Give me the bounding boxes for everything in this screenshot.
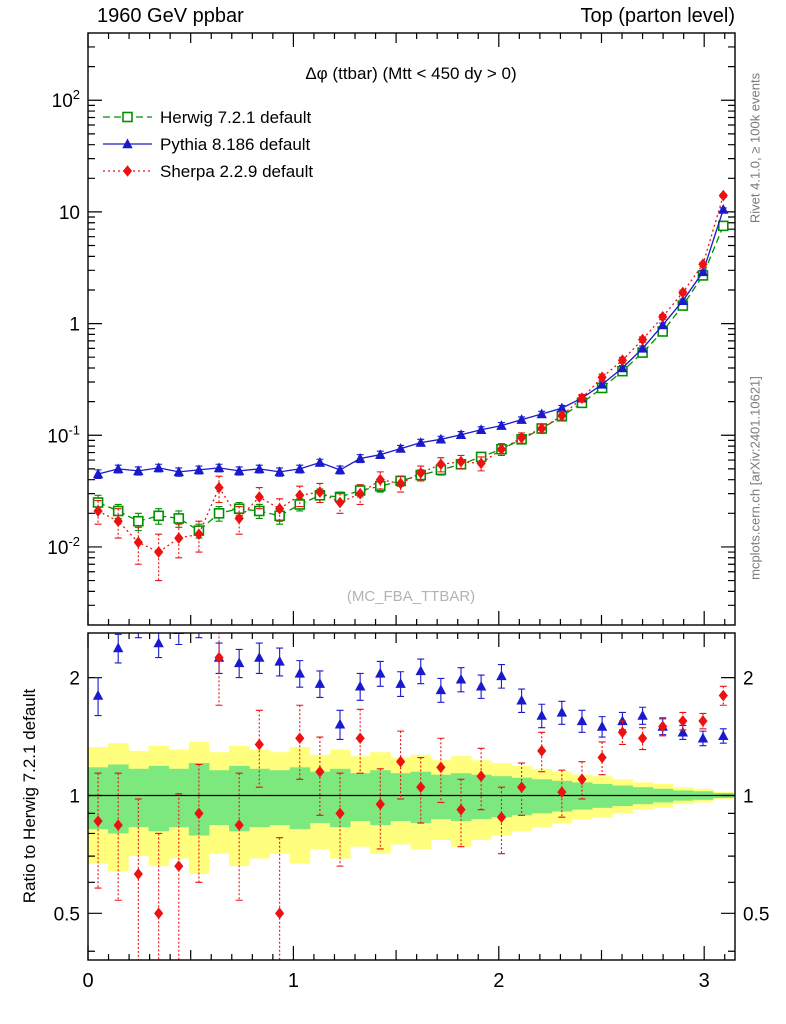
observable-title: Δφ (ttbar) (Mtt < 450 dy > 0) <box>305 64 517 83</box>
svg-text:1: 1 <box>743 786 754 807</box>
process-title: Top (parton level) <box>580 5 735 27</box>
series-pythia-main <box>92 204 729 480</box>
ratio-uncertainty-bands <box>88 741 734 875</box>
main-panel-series <box>92 189 729 582</box>
legend-item-herwig: Herwig 7.2.1 default <box>103 108 311 127</box>
beam-energy-title: 1960 GeV ppbar <box>97 5 244 27</box>
legend-label: Sherpa 2.2.9 default <box>160 162 313 181</box>
series-pythia-ratio <box>92 633 729 747</box>
svg-text:0: 0 <box>82 970 93 992</box>
legend-item-pythia: Pythia 8.186 default <box>103 135 311 154</box>
series-sherpa-main <box>93 189 728 582</box>
main-panel-frame <box>87 32 736 626</box>
svg-text:10: 10 <box>59 203 80 224</box>
svg-text:2: 2 <box>493 970 504 992</box>
svg-text:0.5: 0.5 <box>743 904 769 925</box>
svg-text:10-1: 10-1 <box>47 422 80 447</box>
legend: Herwig 7.2.1 default Pythia 8.186 default… <box>103 108 313 181</box>
legend-label: Pythia 8.186 default <box>160 135 311 154</box>
legend-item-sherpa: Sherpa 2.2.9 default <box>103 162 313 181</box>
svg-text:1: 1 <box>288 970 299 992</box>
svg-text:0.5: 0.5 <box>54 904 80 925</box>
svg-text:1: 1 <box>69 315 80 336</box>
svg-text:102: 102 <box>52 87 80 112</box>
series-sherpa-ratio <box>93 633 728 960</box>
svg-text:10-2: 10-2 <box>47 534 80 559</box>
svg-text:1: 1 <box>69 786 80 807</box>
ratio-panel-series <box>92 633 729 960</box>
ratio-axis-label: Ratio to Herwig 7.2.1 default <box>20 688 39 904</box>
rivet-version-label: Rivet 4.1.0, ≥ 100k events <box>747 72 763 224</box>
legend-label: Herwig 7.2.1 default <box>160 108 311 127</box>
axis-tick-labels: 102 10 1 10-1 10-2 0.5 0.5 1 1 2 2 0 1 2 3 <box>47 87 769 992</box>
svg-text:3: 3 <box>699 970 710 992</box>
ratio-panel-frame <box>87 632 736 961</box>
svg-text:2: 2 <box>743 669 754 690</box>
mcplots-reference-label: mcplots.cern.ch [arXiv:2401.10621] <box>747 376 763 580</box>
analysis-watermark: (MC_FBA_TTBAR) <box>346 588 476 605</box>
series-herwig-main <box>92 220 729 539</box>
svg-text:2: 2 <box>69 669 80 690</box>
